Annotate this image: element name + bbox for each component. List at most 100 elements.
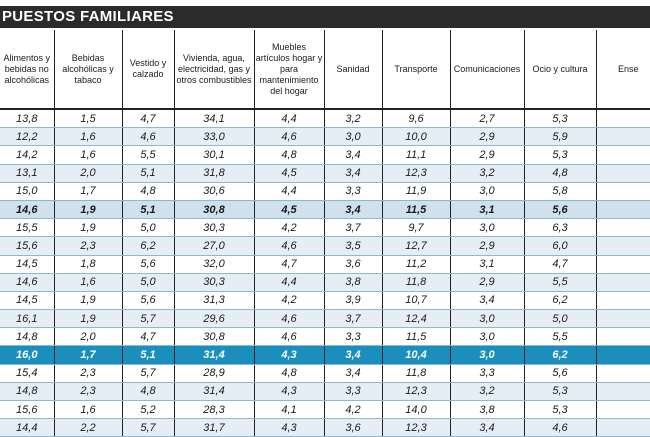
table-cell: 4,7 xyxy=(253,255,324,274)
table-cell: 3,7 xyxy=(323,309,382,329)
table-cell: 4,6 xyxy=(523,418,596,437)
table-cell xyxy=(595,291,650,311)
table-cell xyxy=(595,200,650,220)
table-cell: 3,3 xyxy=(323,327,382,347)
table-cell: 4,8 xyxy=(121,182,174,201)
table-cell: 2,9 xyxy=(449,236,524,256)
table-cell: 4,8 xyxy=(253,145,324,165)
table-cell: 31,4 xyxy=(173,345,254,365)
table-cell: 2,2 xyxy=(53,418,122,437)
table-cell: 15,6 xyxy=(0,236,54,256)
table-cell: 1,5 xyxy=(53,109,122,129)
table-cell: 13,1 xyxy=(0,164,54,183)
table-cell: 12,3 xyxy=(381,382,450,402)
table-cell: 3,1 xyxy=(449,200,524,220)
table-cell: 13,8 xyxy=(0,109,54,129)
table-row: 14,8 2,3 4,8 31,4 4,3 3,3 12,3 3,2 5,3 xyxy=(0,382,650,402)
table-cell: 14,4 xyxy=(0,418,54,437)
table-cell: 3,5 xyxy=(323,236,382,256)
table-cell: 4,6 xyxy=(253,236,324,256)
table-cell: 16,0 xyxy=(0,345,54,365)
table-cell: 4,6 xyxy=(253,327,324,347)
table-cell: 1,9 xyxy=(53,218,122,238)
table-cell: 2,9 xyxy=(449,145,524,165)
table-cell xyxy=(595,273,650,292)
table-row: 16,1 1,9 5,7 29,6 4,6 3,7 12,4 3,0 5,0 xyxy=(0,309,650,329)
table-row: 15,6 1,6 5,2 28,3 4,1 4,2 14,0 3,8 5,3 xyxy=(0,400,650,420)
table-cell: 3,0 xyxy=(449,309,524,329)
table-cell: 3,7 xyxy=(323,218,382,238)
table-row: 14,6 1,9 5,1 30,8 4,5 3,4 11,5 3,1 5,6 xyxy=(0,200,650,220)
table-cell: 4,4 xyxy=(253,109,324,129)
table-cell: 5,9 xyxy=(523,127,596,147)
table-row: 14,2 1,6 5,5 30,1 4,8 3,4 11,1 2,9 5,3 xyxy=(0,145,650,165)
table-cell: 30,8 xyxy=(173,327,254,347)
table-cell xyxy=(595,364,650,383)
table-cell: 6,3 xyxy=(523,218,596,238)
table-cell: 3,6 xyxy=(323,255,382,274)
table-cell: 14,0 xyxy=(381,400,450,420)
table-cell: 1,9 xyxy=(53,309,122,329)
table-cell: 5,1 xyxy=(121,164,174,183)
table-cell xyxy=(595,327,650,347)
table-row: 13,1 2,0 5,1 31,8 4,5 3,4 12,3 3,2 4,8 xyxy=(0,164,650,183)
table-cell: 4,2 xyxy=(323,400,382,420)
table-cell xyxy=(595,418,650,437)
table-row: 12,2 1,6 4,6 33,0 4,6 3,0 10,0 2,9 5,9 xyxy=(0,127,650,147)
table-cell: 14,5 xyxy=(0,291,54,311)
table-row: 15,6 2,3 6,2 27,0 4,6 3,5 12,7 2,9 6,0 xyxy=(0,236,650,256)
table-cell: 2,9 xyxy=(449,127,524,147)
table-cell: 14,6 xyxy=(0,200,54,220)
table-cell: 31,7 xyxy=(173,418,254,437)
table-cell: 5,0 xyxy=(121,218,174,238)
header-transport: Transporte xyxy=(381,30,450,110)
table-cell: 6,2 xyxy=(121,236,174,256)
header-row: Alimentos y bebidas no alcohólicas Bebid… xyxy=(0,30,650,110)
table-cell: 3,0 xyxy=(449,327,524,347)
table-cell: 30,6 xyxy=(173,182,254,201)
table-row: 15,4 2,3 5,7 28,9 4,8 3,4 11,8 3,3 5,6 xyxy=(0,364,650,383)
table-cell: 28,3 xyxy=(173,400,254,420)
table-cell: 1,9 xyxy=(53,200,122,220)
table-cell: 5,5 xyxy=(121,145,174,165)
table-cell: 3,4 xyxy=(323,345,382,365)
table-cell: 5,1 xyxy=(121,200,174,220)
table-cell: 3,3 xyxy=(323,382,382,402)
expense-table: Alimentos y bebidas no alcohólicas Bebid… xyxy=(0,30,650,437)
table-cell: 3,3 xyxy=(449,364,524,383)
table-cell: 14,8 xyxy=(0,327,54,347)
table-cell xyxy=(595,164,650,183)
table-cell: 5,7 xyxy=(121,309,174,329)
header-furniture: Muebles artículos hogar y para mantenimi… xyxy=(253,30,324,110)
table-cell: 15,0 xyxy=(0,182,54,201)
table-cell: 12,2 xyxy=(0,127,54,147)
table-cell: 5,8 xyxy=(523,182,596,201)
table-cell: 4,6 xyxy=(121,127,174,147)
table-cell: 2,3 xyxy=(53,364,122,383)
table-cell: 31,4 xyxy=(173,382,254,402)
table-cell xyxy=(595,182,650,201)
table-cell: 11,1 xyxy=(381,145,450,165)
table-cell: 15,5 xyxy=(0,218,54,238)
table-body: 13,8 1,5 4,7 34,1 4,4 3,2 9,6 2,7 5,3 12,2 1,6 4,6 3… xyxy=(0,109,650,437)
table-cell: 1,9 xyxy=(53,291,122,311)
table-cell: 4,7 xyxy=(121,327,174,347)
table-cell: 4,7 xyxy=(523,255,596,274)
table-row: 13,8 1,5 4,7 34,1 4,4 3,2 9,6 2,7 5,3 xyxy=(0,109,650,129)
table-cell: 3,2 xyxy=(449,164,524,183)
table-cell: 4,6 xyxy=(253,309,324,329)
table-cell: 3,2 xyxy=(449,382,524,402)
table-cell: 5,7 xyxy=(121,418,174,437)
table-cell: 5,6 xyxy=(523,200,596,220)
header-education: Ense xyxy=(595,30,650,110)
header-alcohol: Bebidas alcohólicas y tabaco xyxy=(53,30,122,110)
table-cell: 12,4 xyxy=(381,309,450,329)
table-cell xyxy=(595,382,650,402)
table-cell: 3,8 xyxy=(449,400,524,420)
table-cell xyxy=(595,145,650,165)
table-cell: 16,1 xyxy=(0,309,54,329)
table-cell: 15,6 xyxy=(0,400,54,420)
table-cell: 5,0 xyxy=(523,309,596,329)
table-cell xyxy=(595,109,650,129)
table-cell: 5,3 xyxy=(523,109,596,129)
